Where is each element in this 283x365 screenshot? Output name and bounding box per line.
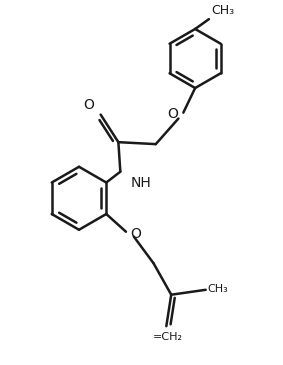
Text: CH₃: CH₃	[211, 4, 234, 17]
Text: O: O	[130, 227, 141, 241]
Text: CH₃: CH₃	[208, 284, 228, 294]
Text: O: O	[83, 98, 94, 112]
Text: O: O	[168, 107, 178, 120]
Text: NH: NH	[130, 176, 151, 190]
Text: =CH₂: =CH₂	[153, 332, 183, 342]
